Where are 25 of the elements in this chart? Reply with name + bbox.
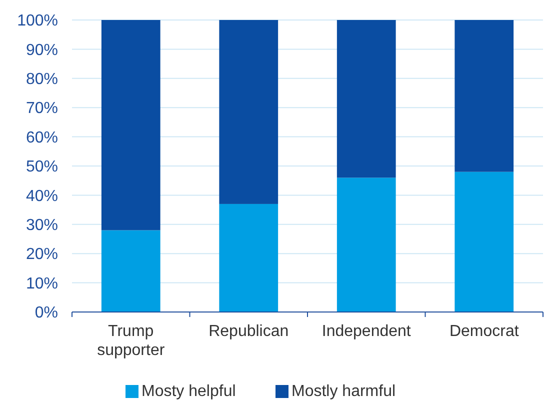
bar: [336, 178, 396, 312]
bar: [219, 20, 278, 204]
y-tick-label: 40%: [26, 188, 58, 205]
bar: [101, 20, 160, 230]
bar: [454, 172, 514, 312]
y-tick-label: 90%: [26, 42, 58, 59]
y-tick-label: 70%: [26, 100, 58, 118]
legend-label: Mostly harmful: [292, 383, 396, 400]
y-tick-label: 0%: [34, 304, 58, 322]
y-tick-label: 10%: [26, 275, 58, 292]
bar: [101, 230, 160, 312]
x-tick-label: Democrat: [449, 323, 520, 340]
x-tick-label: Trump supporter: [97, 323, 166, 359]
y-tick-label: 50%: [26, 158, 58, 176]
y-tick-label: 80%: [26, 71, 58, 88]
x-tick-label: Independent: [322, 323, 412, 340]
bar: [336, 20, 396, 178]
y-tick-label: 100%: [17, 12, 58, 30]
legend-label: Mosty helpful: [142, 383, 236, 400]
y-tick-label: 60%: [26, 129, 58, 146]
bar: [219, 204, 278, 312]
y-tick-label: 30%: [26, 217, 58, 234]
bar: [454, 20, 514, 172]
y-tick-label: 20%: [26, 246, 58, 264]
x-tick-label: Republican: [208, 323, 289, 340]
